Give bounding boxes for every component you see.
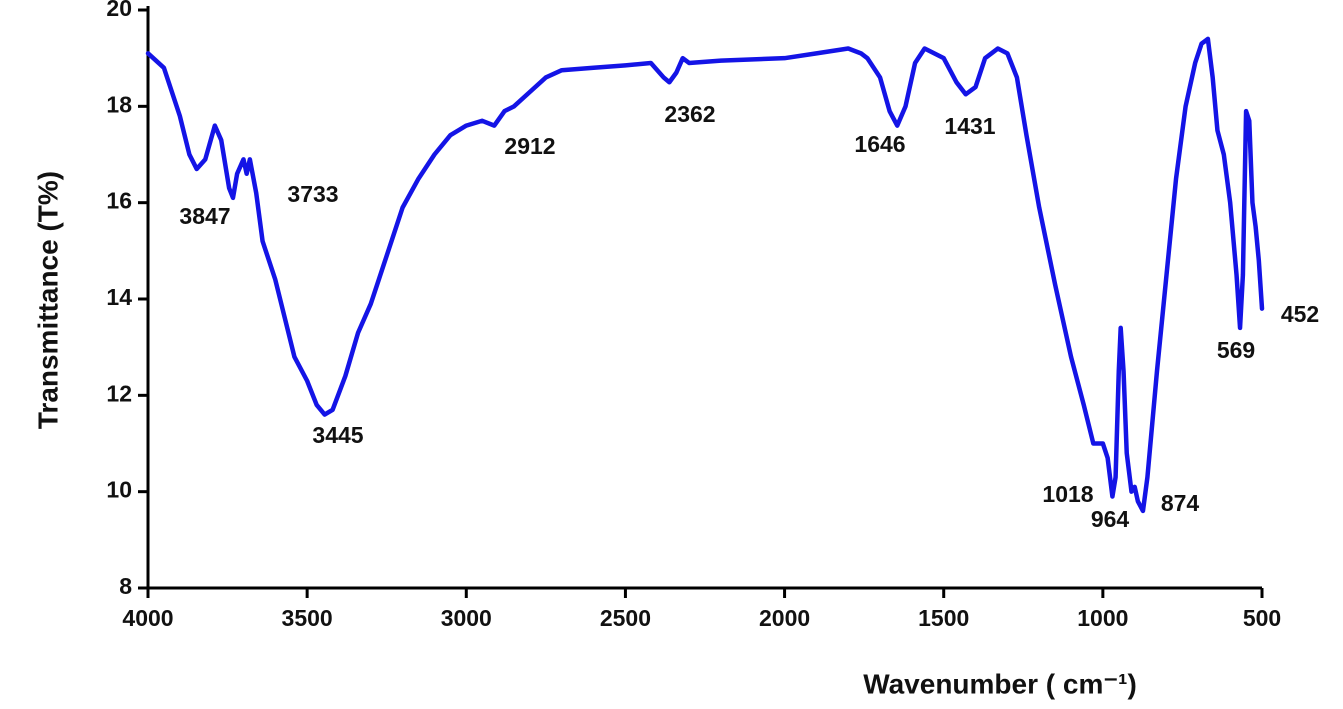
- peak-label: 2912: [504, 133, 555, 159]
- peak-label: 964: [1091, 506, 1130, 532]
- x-tick-label: 2500: [600, 605, 651, 631]
- peak-label: 569: [1217, 337, 1255, 363]
- x-tick-label: 4000: [122, 605, 173, 631]
- x-tick-label: 500: [1243, 605, 1281, 631]
- y-tick-label: 8: [119, 573, 132, 599]
- y-tick-label: 18: [106, 91, 132, 117]
- x-tick-label: 3000: [441, 605, 492, 631]
- x-tick-label: 2000: [759, 605, 810, 631]
- spectrum-line: [145, 36, 1265, 514]
- peak-label: 3445: [312, 422, 363, 448]
- peak-label: 3847: [179, 203, 230, 229]
- x-tick-label: 1500: [918, 605, 969, 631]
- y-tick-label: 10: [106, 477, 132, 503]
- x-tick-label: 3500: [282, 605, 333, 631]
- peak-label: 1018: [1042, 481, 1093, 507]
- peak-label: 1646: [854, 131, 905, 157]
- y-tick-label: 20: [106, 0, 132, 21]
- y-tick-label: 12: [106, 380, 132, 406]
- x-axis-title: Wavenumber ( cm⁻¹): [863, 668, 1137, 699]
- y-tick-label: 14: [106, 284, 132, 310]
- peak-label: 1431: [944, 113, 995, 139]
- y-axis-title: Transmittance (T%): [32, 171, 63, 429]
- y-tick-label: 16: [106, 188, 132, 214]
- x-tick-label: 1000: [1077, 605, 1128, 631]
- peak-label: 2362: [664, 101, 715, 127]
- peak-label: 3733: [287, 181, 338, 207]
- peak-label: 452: [1281, 301, 1319, 327]
- peak-label: 874: [1161, 490, 1200, 516]
